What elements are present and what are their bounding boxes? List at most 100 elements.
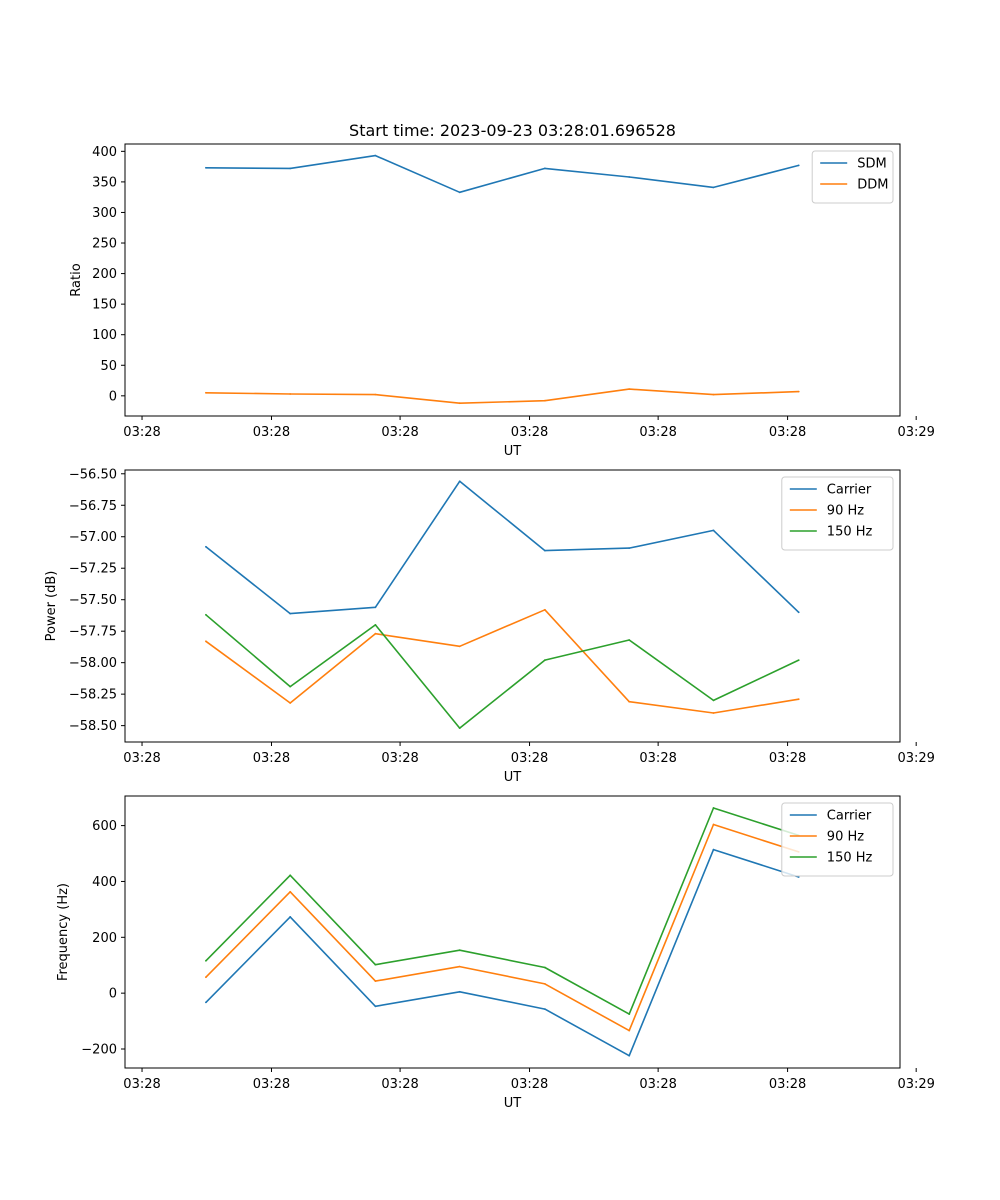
ratio-y-tick-label: 50 (100, 359, 117, 374)
frequency-data-point (544, 983, 546, 985)
frequency-data-point (712, 823, 715, 826)
power-x-tick-label: 03:28 (639, 751, 676, 766)
frequency-data-point (374, 1005, 377, 1008)
frequency-x-tick-label: 03:28 (511, 1077, 548, 1092)
frequency-legend: Carrier 90 Hz 150 Hz (781, 802, 894, 877)
frequency-data-point (289, 890, 292, 893)
ratio-data-point (712, 186, 715, 189)
power-data-point (458, 480, 461, 483)
power-legend: Carrier 90 Hz 150 Hz (781, 476, 894, 551)
power-panel: 03:28 03:28 03:28 03:28 03:28 03:28 03:29 −58.5… (44, 467, 935, 785)
ratio-legend-label: DDM (857, 178, 888, 193)
frequency-y-tick-label: 0 (109, 987, 117, 1002)
power-data-point (797, 698, 800, 701)
power-y-tick-label: −57.25 (69, 562, 117, 577)
power-x-tick-label: 03:28 (381, 751, 418, 766)
frequency-x-tick-label: 03:28 (381, 1077, 418, 1092)
power-data-point (374, 632, 377, 635)
ratio-data-point (205, 391, 207, 394)
ratio-x-tick-label: 03:29 (897, 425, 934, 440)
power-y-tick-label: −57.00 (69, 530, 117, 545)
frequency-data-point (289, 874, 292, 877)
frequency-data-point (205, 1001, 207, 1004)
frequency-data-point (458, 949, 461, 952)
frequency-legend-label: 90 Hz (827, 830, 864, 845)
frequency-y-tick-label: 600 (92, 819, 117, 834)
ratio-data-point (797, 164, 800, 167)
power-data-point (289, 702, 292, 704)
power-y-tick-label: −57.50 (69, 593, 117, 608)
frequency-data-point (374, 963, 377, 966)
frequency-x-tick-label: 03:29 (897, 1077, 934, 1092)
power-y-tick-label: −58.50 (69, 719, 117, 734)
power-data-point (628, 639, 631, 641)
ratio-y-axis-label: Ratio (69, 263, 84, 296)
frequency-x-tick-label: 03:28 (769, 1077, 806, 1092)
frequency-series-line-150-hz (205, 807, 799, 1015)
ratio-y-tick-label: 250 (92, 237, 117, 252)
frequency-y-axis-label: Frequency (Hz) (56, 883, 71, 981)
frequency-legend-label: Carrier (827, 809, 872, 824)
power-data-point (712, 699, 715, 702)
ratio-x-tick-label: 03:28 (123, 425, 160, 440)
ratio-x-tick-label: 03:28 (253, 425, 290, 440)
ratio-x-tick-label: 03:28 (511, 425, 548, 440)
ratio-data-point (628, 388, 631, 390)
power-x-tick-label: 03:28 (253, 751, 290, 766)
power-data-point (458, 645, 461, 648)
ratio-data-point (544, 399, 546, 402)
power-data-point (205, 640, 207, 643)
power-axes-frame (124, 469, 901, 743)
ratio-data-point (458, 191, 461, 194)
ratio-y-tick-label: 400 (92, 145, 117, 160)
power-data-point (458, 727, 461, 729)
frequency-data-point (628, 1013, 631, 1015)
ratio-data-point (628, 176, 631, 178)
ratio-data-point (205, 166, 207, 169)
power-y-tick-label: −58.00 (69, 656, 117, 671)
frequency-y-tick-label: 200 (92, 931, 117, 946)
ratio-data-point (458, 402, 461, 405)
frequency-x-tick-label: 03:28 (123, 1077, 160, 1092)
power-data-point (544, 549, 546, 552)
power-y-tick-label: −56.75 (69, 499, 117, 514)
ratio-x-tick-label: 03:28 (639, 425, 676, 440)
ratio-data-point (374, 393, 377, 396)
power-data-point (205, 613, 207, 616)
power-data-point (628, 547, 631, 549)
power-x-axis-label: UT (504, 770, 522, 785)
ratio-y-tick-label: 150 (92, 298, 117, 313)
frequency-data-point (628, 1054, 631, 1057)
frequency-data-point (374, 980, 377, 982)
ratio-x-tick-label: 03:28 (381, 425, 418, 440)
frequency-data-point (289, 916, 292, 918)
power-data-point (712, 529, 715, 532)
power-data-point (712, 712, 715, 714)
power-data-point (544, 608, 546, 611)
frequency-data-point (712, 807, 715, 809)
frequency-panel: 03:28 03:28 03:28 03:28 03:28 03:28 03:29 −200 0… (56, 795, 935, 1111)
power-data-point (289, 685, 292, 688)
frequency-x-tick-label: 03:28 (639, 1077, 676, 1092)
ratio-data-point (289, 393, 292, 395)
frequency-y-tick-label: −200 (81, 1043, 117, 1058)
power-x-tick-label: 03:29 (897, 751, 934, 766)
power-data-point (797, 611, 800, 614)
power-legend-label: 150 Hz (827, 525, 873, 540)
frequency-data-point (205, 976, 207, 979)
ratio-legend-label: SDM (857, 157, 886, 172)
ratio-series-line-ddm (205, 388, 799, 405)
power-x-tick-label: 03:28 (769, 751, 806, 766)
power-y-tick-label: −58.25 (69, 688, 117, 703)
power-data-point (289, 612, 292, 615)
power-series-line-carrier (205, 480, 800, 615)
frequency-axes-frame (124, 795, 901, 1069)
ratio-axes-frame (124, 143, 901, 417)
power-data-point (544, 659, 546, 661)
power-data-point (797, 659, 800, 661)
ratio-x-axis-label: UT (504, 444, 522, 459)
frequency-data-point (544, 1008, 546, 1010)
frequency-y-tick-label: 400 (92, 875, 117, 890)
ratio-legend: SDM DDM (811, 150, 894, 204)
